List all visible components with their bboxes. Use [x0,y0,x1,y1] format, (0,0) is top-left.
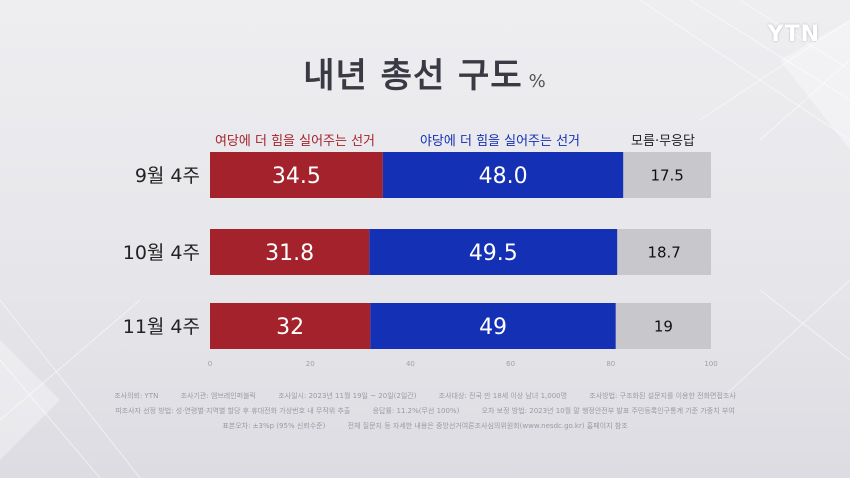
axis-tick-label: 20 [306,360,315,368]
data-label: 34.5 [272,164,321,189]
footer-note: 조사의뢰: YTN [114,392,159,400]
footer-note: 조사방법: 구조화된 설문지를 이용한 전화면접조사 [589,392,736,400]
bar-segment [370,303,616,349]
footer-note: 조사대상: 전국 만 18세 이상 남녀 1,000명 [438,392,568,400]
footer-note: 조사일시: 2023년 11월 19일 ~ 20일(2일간) [278,392,417,400]
data-label: 48.0 [479,164,528,189]
data-label: 17.5 [650,166,683,184]
ytn-logo: YTN [767,22,820,47]
bar-segment [369,229,618,275]
bar-segment [382,152,624,198]
category-label: 11월 4주 [123,316,200,338]
footer-note: 표본오차: ±3%p (95% 신뢰수준) [222,422,326,430]
axis-tick-label: 40 [406,360,415,368]
axis-tick-label: 100 [704,360,717,368]
chart-title-text: 내년 총선 구도 [303,56,523,96]
data-label: 18.7 [647,243,680,261]
axis-tick-label: 60 [506,360,515,368]
data-label: 49.5 [469,241,518,266]
bar-segment [210,229,370,275]
data-label: 32 [276,315,304,340]
legend-no-answer: 모름·무응답 [631,134,695,149]
footer-note: 전체 질문지 등 자세한 내용은 중앙선거여론조사심의위원회(www.nesdc… [347,422,628,430]
data-label: 19 [654,317,673,335]
bar-segment [623,152,711,198]
footer-line-2: 피조사자 선정 방법: 성·연령별·지역별 할당 후 휴대전화 가상번호 내 무… [0,405,850,417]
legend-ruling-party: 여당에 더 힘을 실어주는 선거 [214,134,376,149]
legend-opposition-party: 야당에 더 힘을 실어주는 선거 [419,134,581,149]
data-label: 49 [479,315,507,340]
bar-segment [615,303,711,349]
footer-note: 오차 보정 방법: 2023년 10월 말 행정안전부 발표 주민등록인구통계 … [481,407,735,415]
footer-note: 조사기관: 엠브레인퍼블릭 [180,392,256,400]
axis-tick-label: 80 [606,360,615,368]
category-label: 10월 4주 [123,242,200,264]
category-label: 9월 4주 [135,165,200,187]
axis-tick-label: 0 [208,360,212,368]
bar-segment [210,303,371,349]
footer-line-3: 표본오차: ±3%p (95% 신뢰수준) 전체 질문지 등 자세한 내용은 중… [0,420,850,432]
bar-segment [210,152,383,198]
footer-note: 응답률: 11.2%(무선 100%) [372,407,460,415]
unit-label: % [528,71,547,92]
chart-title: 내년 총선 구도% [0,48,850,97]
bar-segment [617,229,711,275]
data-label: 31.8 [265,241,314,266]
footer-line-1: 조사의뢰: YTN 조사기관: 엠브레인퍼블릭 조사일시: 2023년 11월 … [0,390,850,402]
footer-note: 피조사자 선정 방법: 성·연령별·지역별 할당 후 휴대전화 가상번호 내 무… [115,407,351,415]
